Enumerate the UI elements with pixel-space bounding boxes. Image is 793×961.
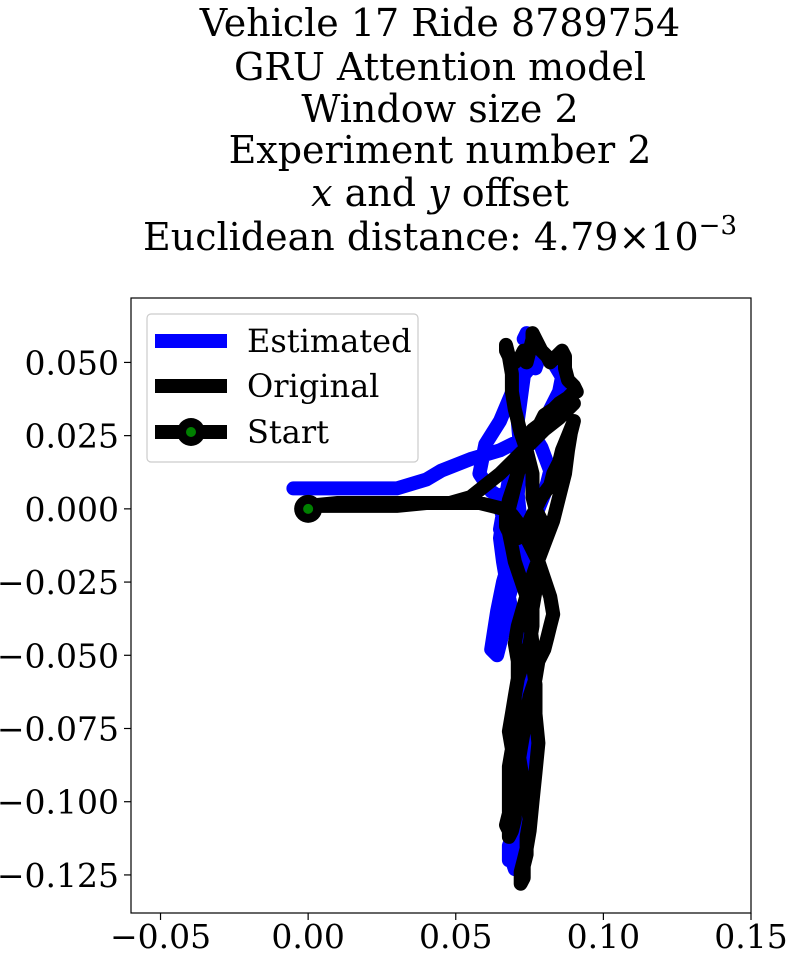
chart-title: Vehicle 17 Ride 8789754 GRU Attention mo… [143,1,737,259]
title-y-symbol: y [426,171,450,215]
title-line-2: GRU Attention model [234,45,646,89]
legend-label-estimated: Estimated [247,322,412,360]
x-tick-label: 0.00 [271,917,344,956]
title-and-text: and [333,171,429,215]
x-axis: −0.05 0.00 0.05 0.10 0.15 [110,913,788,956]
title-distance-exponent: −3 [699,211,737,241]
plot-frame [130,297,752,914]
title-line-1: Vehicle 17 Ride 8789754 [199,1,680,45]
x-tick-label: 0.15 [714,917,787,956]
legend-label-original: Original [247,367,379,405]
title-x-symbol: x [311,171,332,215]
legend-label-start: Start [247,413,329,451]
title-distance-mantissa: 4.79 [534,215,619,259]
y-tick-label: −0.025 [0,563,119,602]
x-tick-label: 0.05 [419,917,492,956]
start-marker-center [303,503,314,514]
x-tick-label: −0.05 [110,917,211,956]
title-distance-base: 10 [650,215,698,259]
legend: Estimated Original Start [146,313,419,463]
plot-series [286,326,584,891]
y-tick-label: −0.075 [0,710,119,749]
title-distance-label: Euclidean distance: [143,215,534,259]
y-tick-label: −0.125 [0,856,119,895]
legend-start-marker-center [186,427,196,437]
y-tick-label: 0.050 [25,343,119,382]
title-offset-text: offset [450,171,569,215]
y-axis: 0.050 0.025 0.000 −0.025 −0.050 −0.075 −0.100 −… [0,343,131,895]
y-tick-label: 0.025 [25,417,119,456]
x-tick-label: 0.10 [567,917,640,956]
y-tick-label: −0.100 [0,783,119,822]
original-series-line [301,326,584,891]
title-line-3: Window size 2 [301,87,578,131]
title-line-4: Experiment number 2 [229,128,652,172]
title-line-5: x and y offset [311,171,569,215]
estimated-series-line [286,326,569,877]
title-line-6: Euclidean distance: 4.79×10−3 [143,211,737,259]
y-tick-label: −0.050 [0,636,119,675]
y-tick-label: 0.000 [25,490,119,529]
title-distance-times: × [618,215,650,259]
